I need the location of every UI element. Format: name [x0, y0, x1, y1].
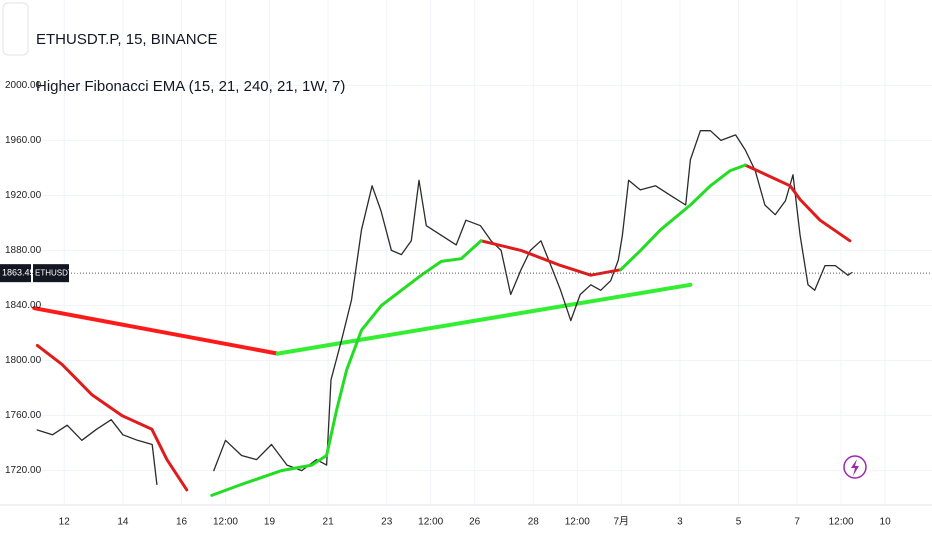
symbol-box: [33, 264, 69, 283]
x-tick-label: 12:00: [213, 517, 238, 528]
x-tick-label: 7月: [613, 516, 629, 528]
y-tick-label: 1760.00: [5, 410, 42, 421]
symbol-label: ETHUSDT.P: [35, 268, 79, 277]
symbol-logo[interactable]: [2, 2, 29, 56]
x-tick-label: 7: [794, 517, 800, 528]
x-tick-label: 16: [176, 517, 188, 528]
series-line: [275, 282, 693, 356]
last-price-box: [0, 264, 31, 283]
y-tick-label: 1880.00: [5, 245, 42, 256]
x-tick-label: 5: [736, 517, 742, 528]
x-tick-label: 10: [880, 517, 892, 528]
x-tick-label: 12: [59, 517, 71, 528]
plot-area: [32, 130, 932, 497]
x-tick-label: 12:00: [565, 517, 590, 528]
y-tick-label: 2000.00: [5, 80, 42, 91]
y-tick-label: 1720.00: [5, 465, 42, 476]
x-tick-label: 14: [117, 517, 129, 528]
x-tick-label: 28: [528, 517, 540, 528]
x-tick-label: 21: [323, 517, 335, 528]
last-price-label: 1863.49: [2, 268, 35, 278]
x-tick-label: 26: [469, 517, 481, 528]
series-line: [32, 306, 280, 356]
series-line: [36, 130, 853, 486]
series-line: [210, 163, 747, 497]
x-tick-label: 12:00: [829, 517, 854, 528]
alert-icon[interactable]: [843, 455, 867, 479]
x-tick-label: 3: [677, 517, 683, 528]
y-tick-label: 1960.00: [5, 135, 42, 146]
y-tick-label: 1840.00: [5, 300, 42, 311]
indicator-title: Higher Fibonacci EMA (15, 21, 240, 21, 1…: [36, 78, 345, 95]
x-tick-label: 23: [381, 517, 393, 528]
y-tick-label: 1920.00: [5, 190, 42, 201]
alert-bolt[interactable]: [851, 459, 859, 476]
y-tick-label: 1800.00: [5, 355, 42, 366]
x-tick-label: 19: [264, 517, 276, 528]
series-line: [35, 163, 852, 492]
x-tick-label: 12:00: [418, 517, 443, 528]
grid: [32, 0, 932, 505]
chart-title: ETHUSDT.P, 15, BINANCE: [36, 31, 217, 48]
axes: 1720.00 1760.00 1800.00 1840.00 1880.00 1920.…: [0, 80, 932, 528]
